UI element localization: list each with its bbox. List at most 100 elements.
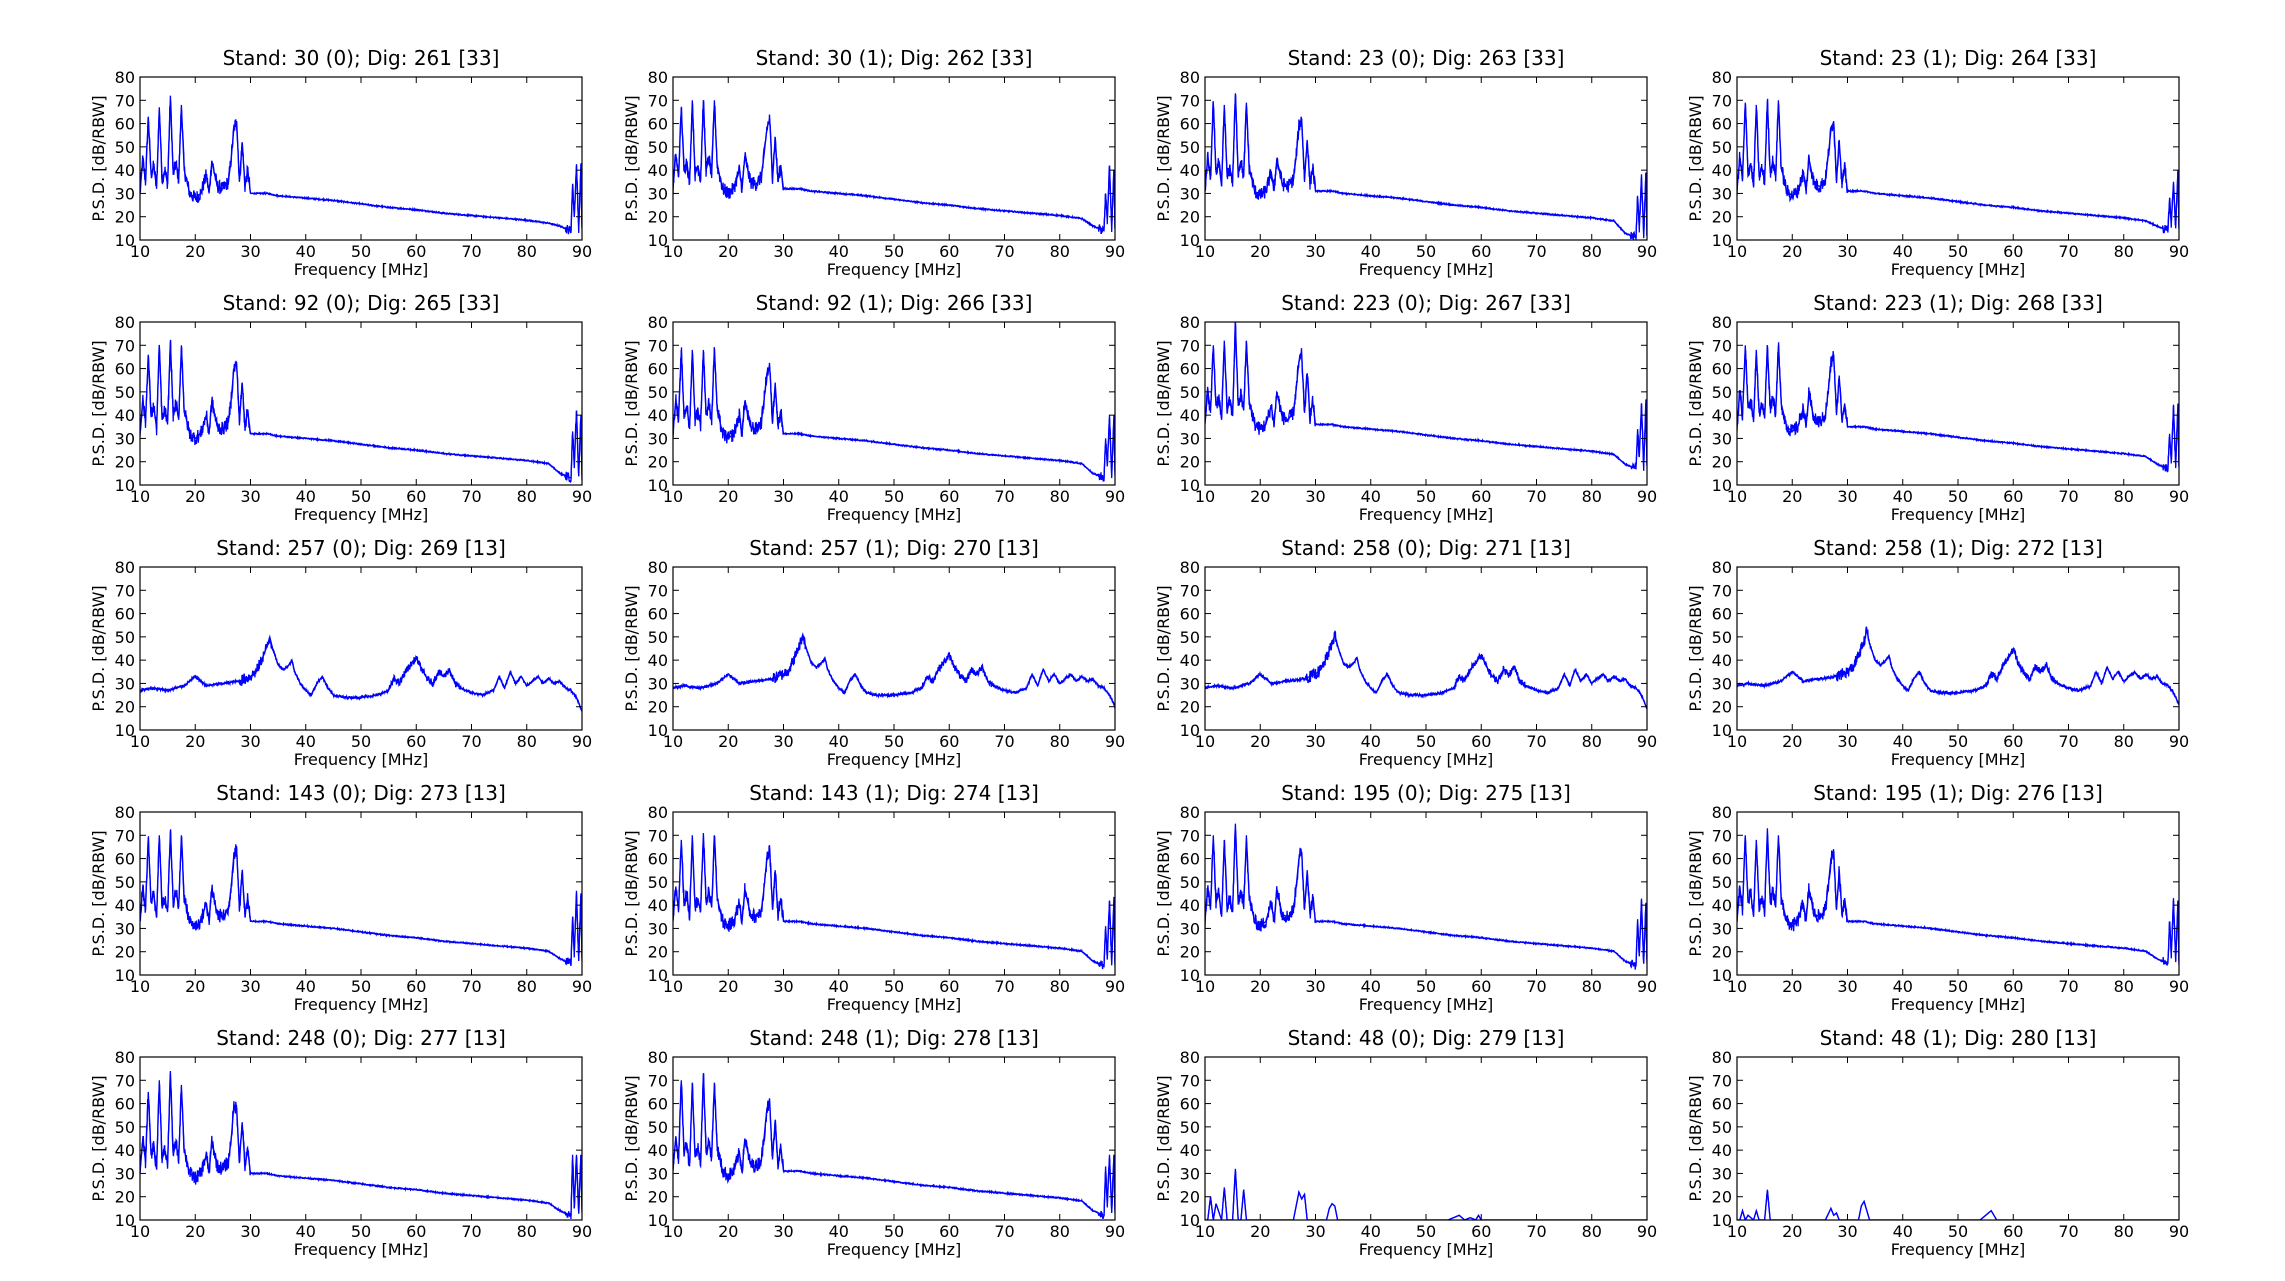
y-tick-label: 40 — [115, 161, 135, 180]
y-tick-label: 10 — [648, 721, 668, 740]
x-tick-label: 50 — [884, 732, 904, 751]
subplot-title: Stand: 23 (1); Dig: 264 [33] — [1820, 46, 2097, 70]
y-tick-label: 50 — [648, 383, 668, 402]
y-tick-label: 50 — [1712, 873, 1732, 892]
x-tick-label: 70 — [461, 977, 481, 996]
psd-line-peaks — [140, 830, 582, 965]
y-tick-label: 30 — [115, 184, 135, 203]
y-tick-label: 20 — [648, 1188, 668, 1207]
y-axis-label: P.S.D. [dB/RBW] — [1154, 95, 1173, 221]
y-tick-label: 70 — [115, 1071, 135, 1090]
y-tick-label: 20 — [1712, 1188, 1732, 1207]
x-tick-label: 80 — [2114, 732, 2134, 751]
y-tick-label: 30 — [1712, 674, 1732, 693]
y-tick-label: 50 — [648, 1118, 668, 1137]
y-tick-label: 50 — [1180, 383, 1200, 402]
x-tick-label: 20 — [1250, 487, 1270, 506]
x-tick-label: 70 — [1526, 732, 1546, 751]
psd-line-peaks — [140, 634, 582, 712]
y-tick-label: 60 — [115, 605, 135, 624]
y-tick-label: 20 — [1712, 453, 1732, 472]
y-tick-label: 60 — [648, 605, 668, 624]
y-tick-label: 80 — [1712, 803, 1732, 822]
psd-line — [140, 100, 582, 235]
x-tick-label: 90 — [1637, 1222, 1657, 1241]
x-tick-label: 40 — [1893, 487, 1913, 506]
x-tick-label: 10 — [1195, 487, 1215, 506]
y-tick-label: 40 — [115, 651, 135, 670]
x-tick-label: 70 — [2058, 977, 2078, 996]
x-tick-label: 30 — [1305, 732, 1325, 751]
y-tick-label: 50 — [115, 383, 135, 402]
y-tick-label: 20 — [1180, 1188, 1200, 1207]
x-tick-label: 30 — [773, 1222, 793, 1241]
x-tick-label: 60 — [406, 487, 426, 506]
y-tick-label: 20 — [648, 943, 668, 962]
y-tick-label: 30 — [1180, 184, 1200, 203]
x-tick-label: 90 — [2169, 487, 2189, 506]
y-tick-label: 70 — [115, 826, 135, 845]
y-tick-label: 60 — [648, 360, 668, 379]
y-axis-label: P.S.D. [dB/RBW] — [622, 95, 641, 221]
subplot-title: Stand: 258 (0); Dig: 271 [13] — [1281, 536, 1571, 560]
x-tick-label: 20 — [1782, 732, 1802, 751]
x-tick-label: 40 — [829, 242, 849, 261]
y-axis-label: P.S.D. [dB/RBW] — [1154, 830, 1173, 956]
y-axis-label: P.S.D. [dB/RBW] — [1154, 585, 1173, 711]
subplot-5: Stand: 92 (0); Dig: 265 [33] 10 20 30 40 50 60… — [89, 291, 592, 524]
x-tick-label: 80 — [1050, 242, 1070, 261]
y-axis-label: P.S.D. [dB/RBW] — [89, 830, 108, 956]
y-tick-label: 30 — [1180, 919, 1200, 938]
y-tick-label: 40 — [1180, 161, 1200, 180]
x-tick-label: 80 — [1582, 242, 1602, 261]
y-tick-label: 20 — [115, 698, 135, 717]
y-tick-label: 60 — [1712, 850, 1732, 869]
x-tick-label: 90 — [1105, 732, 1125, 751]
y-tick-label: 80 — [648, 558, 668, 577]
subplot-10: Stand: 257 (1); Dig: 270 [13] 10 20 30 40 50 6… — [622, 536, 1125, 769]
x-tick-label: 40 — [296, 977, 316, 996]
psd-line — [1205, 828, 1647, 970]
y-tick-label: 80 — [1712, 68, 1732, 87]
x-tick-label: 60 — [2003, 1222, 2023, 1241]
y-tick-label: 40 — [115, 896, 135, 915]
y-axis-label: P.S.D. [dB/RBW] — [1154, 1075, 1173, 1201]
x-tick-label: 50 — [1948, 1222, 1968, 1241]
subplot-17: Stand: 248 (0); Dig: 277 [13] 10 20 30 40 50 6… — [89, 1026, 592, 1259]
x-tick-label: 30 — [773, 487, 793, 506]
y-tick-label: 20 — [1180, 698, 1200, 717]
x-tick-label: 20 — [1782, 487, 1802, 506]
axes-frame — [1204, 811, 1648, 976]
x-tick-label: 80 — [2114, 487, 2134, 506]
subplot-14: Stand: 143 (1); Dig: 274 [13] 10 20 30 40 50 6… — [622, 781, 1125, 1014]
y-tick-label: 60 — [115, 1095, 135, 1114]
x-tick-label: 20 — [718, 1222, 738, 1241]
x-axis-label: Frequency [MHz] — [294, 505, 428, 524]
x-tick-label: 70 — [461, 487, 481, 506]
x-tick-label: 60 — [1471, 487, 1491, 506]
subplot-2: Stand: 30 (1); Dig: 262 [33] 10 20 30 40 50 60… — [622, 46, 1125, 279]
psd-line-peaks — [1205, 631, 1647, 710]
y-tick-label: 60 — [115, 850, 135, 869]
x-tick-label: 10 — [130, 1222, 150, 1241]
y-axis-label: P.S.D. [dB/RBW] — [89, 95, 108, 221]
x-tick-label: 30 — [1837, 1222, 1857, 1241]
axes-frame — [1736, 811, 2180, 976]
y-tick-label: 30 — [1712, 919, 1732, 938]
subplot-title: Stand: 30 (0); Dig: 261 [33] — [223, 46, 500, 70]
psd-line-peaks — [673, 347, 1115, 479]
y-tick-label: 40 — [1712, 406, 1732, 425]
subplot-1: Stand: 30 (0); Dig: 261 [33] 10 20 30 40 50 60… — [89, 46, 592, 279]
subplot-20: Stand: 48 (1); Dig: 280 [13] 10 20 30 40 50 60… — [1686, 1026, 2189, 1259]
x-tick-label: 70 — [994, 977, 1014, 996]
y-tick-label: 50 — [1180, 138, 1200, 157]
y-tick-label: 40 — [1180, 651, 1200, 670]
y-axis-label: P.S.D. [dB/RBW] — [1686, 95, 1705, 221]
subplot-title: Stand: 223 (0); Dig: 267 [33] — [1281, 291, 1571, 315]
y-tick-label: 20 — [1712, 698, 1732, 717]
x-axis-label: Frequency [MHz] — [827, 260, 961, 279]
x-tick-label: 60 — [406, 977, 426, 996]
x-tick-label: 90 — [1637, 977, 1657, 996]
y-axis-label: P.S.D. [dB/RBW] — [622, 830, 641, 956]
y-tick-label: 80 — [1180, 1048, 1200, 1067]
